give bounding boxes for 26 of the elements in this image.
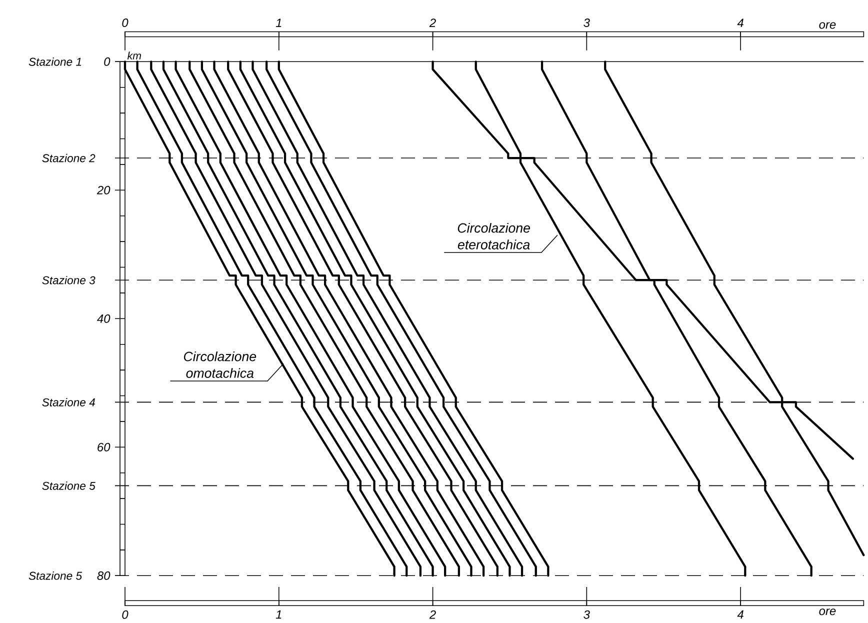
y-tick-label: 0: [104, 57, 110, 66]
x-tick-label: 1: [276, 18, 282, 28]
annotation: Circolazione eterotachica: [458, 222, 530, 250]
x-tick-label: 4: [737, 18, 744, 28]
y-tick-label: 80: [97, 571, 110, 580]
ref-line-label: Stazione 5: [28, 571, 82, 580]
x-axis-title: ore: [819, 608, 836, 616]
x2-axis-title: ore: [819, 22, 836, 29]
x-tick-label: 3: [584, 18, 590, 28]
ref-line-label: Stazione 2: [42, 154, 96, 162]
annotation: Circolazione omotachica: [184, 351, 256, 378]
ref-line-label: Stazione 4: [42, 398, 95, 406]
x2-tick-label: 0: [122, 610, 128, 619]
x2-tick-label: 1: [276, 610, 282, 619]
x2-tick-label: 3: [584, 610, 590, 619]
ref-line-label: Stazione 5: [42, 482, 96, 490]
x2-tick-label: 4: [737, 610, 744, 619]
ref-line-label: Stazione 3: [42, 276, 96, 284]
y-tick-label: 20: [96, 186, 110, 194]
ref-line-label: Stazione 1: [28, 57, 82, 66]
y-tick-label: 60: [98, 442, 110, 452]
y-tick-label: 40: [97, 314, 110, 323]
x-tick-label: 2: [429, 18, 436, 28]
x2-tick-label: 2: [429, 610, 436, 619]
x-tick-label: 0: [122, 18, 128, 28]
y-axis-title: km: [127, 52, 141, 60]
